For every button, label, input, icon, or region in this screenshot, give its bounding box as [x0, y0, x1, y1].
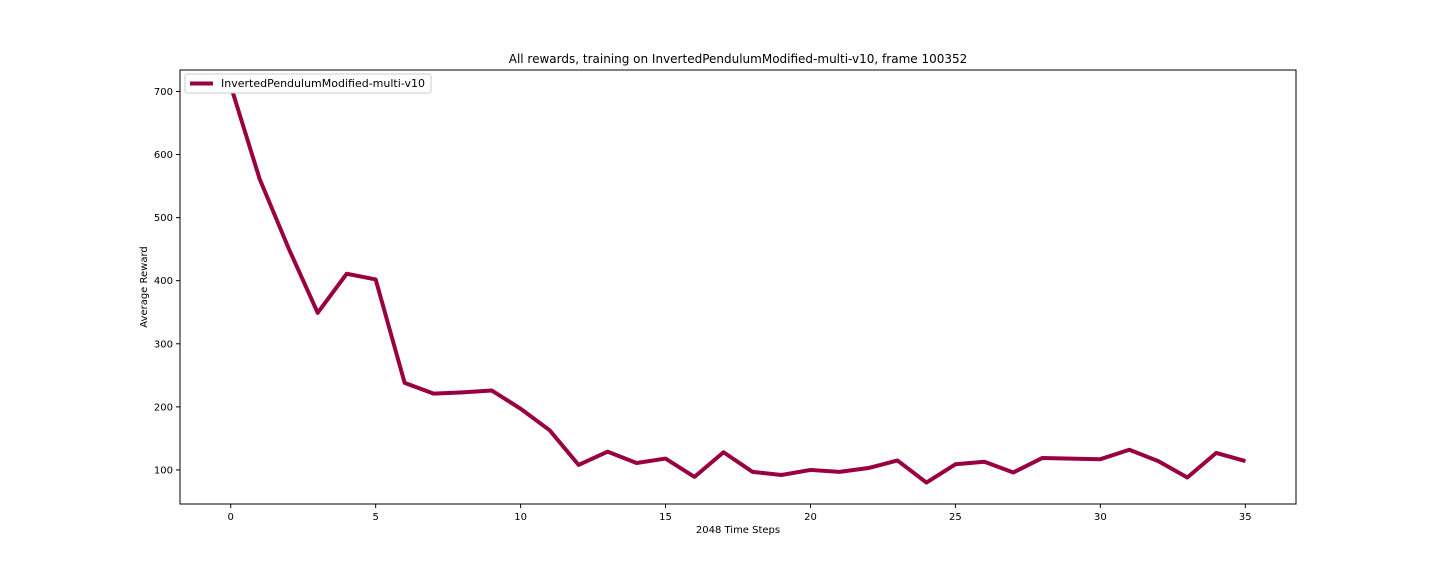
data-point [433, 393, 435, 395]
data-point [491, 389, 493, 391]
data-point [404, 382, 406, 384]
data-point [954, 463, 956, 465]
y-tick-label: 600 [154, 150, 173, 161]
plot-frame [179, 69, 1297, 505]
chart-title: All rewards, training on InvertedPendulu… [509, 52, 968, 66]
data-point [1070, 458, 1072, 460]
data-point [751, 471, 753, 473]
x-tick-label: 20 [804, 512, 817, 523]
data-point [1244, 460, 1246, 462]
y-tick-label: 700 [154, 87, 173, 98]
y-axis-ticks: 100 200 300 400 500 600 700 [154, 87, 180, 476]
data-point [925, 482, 927, 484]
data-point [607, 451, 609, 453]
x-tick-label: 0 [228, 512, 234, 523]
data-point [896, 459, 898, 461]
x-axis-ticks: 0 5 10 15 20 25 30 35 [228, 504, 1252, 523]
data-point [780, 474, 782, 476]
data-point [462, 391, 464, 393]
series-line [228, 85, 1246, 485]
data-point [1099, 458, 1101, 460]
data-point [694, 476, 696, 478]
data-point [1215, 452, 1217, 454]
data-point [867, 467, 869, 469]
data-point [1128, 449, 1130, 451]
legend-label: InvertedPendulumModified-multi-v10 [221, 77, 425, 90]
data-point [317, 312, 319, 314]
y-tick-label: 200 [154, 402, 173, 413]
y-tick-label: 300 [154, 339, 173, 350]
data-point [1157, 460, 1159, 462]
x-tick-label: 30 [1094, 512, 1107, 523]
x-tick-label: 35 [1239, 512, 1252, 523]
data-point [259, 178, 261, 180]
data-point [549, 429, 551, 431]
data-point [1012, 471, 1014, 473]
x-tick-label: 25 [949, 512, 962, 523]
data-point [520, 408, 522, 410]
y-tick-label: 500 [154, 213, 173, 224]
legend-box [184, 73, 432, 94]
y-axis-label: Average Reward [139, 246, 150, 327]
x-tick-label: 10 [514, 512, 527, 523]
data-point [1186, 477, 1188, 479]
data-point [288, 248, 290, 250]
series-layer [228, 85, 1246, 485]
data-point [636, 462, 638, 464]
data-point [1041, 457, 1043, 459]
data-point [838, 471, 840, 473]
y-tick-label: 400 [154, 276, 173, 287]
data-point [809, 469, 811, 471]
x-tick-label: 15 [659, 512, 672, 523]
x-tick-label: 5 [372, 512, 378, 523]
data-point [578, 464, 580, 466]
data-point [375, 278, 377, 280]
data-point [983, 461, 985, 463]
x-axis-label: 2048 Time Steps [696, 525, 780, 536]
data-point [665, 458, 667, 460]
plot-area [180, 70, 1296, 504]
y-tick-label: 100 [154, 465, 173, 476]
data-point [723, 451, 725, 453]
legend: InvertedPendulumModified-multi-v10 [184, 73, 432, 94]
data-point [346, 273, 348, 275]
